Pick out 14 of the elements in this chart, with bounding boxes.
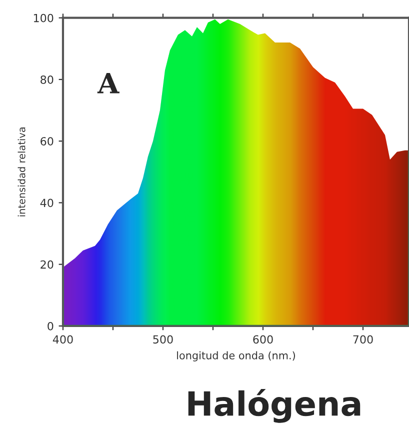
x-axis-title: longitud de onda (nm.) bbox=[177, 351, 295, 362]
y-tick-label: 0 bbox=[48, 322, 54, 330]
x-tick-label: 700 bbox=[353, 335, 373, 344]
y-tick-label: 80 bbox=[40, 75, 54, 84]
text: Halógena bbox=[188, 389, 360, 423]
y-tick-label: 20 bbox=[40, 260, 54, 269]
y-tick-label: 40 bbox=[40, 198, 54, 208]
x-tick-label: 400 bbox=[52, 335, 73, 344]
y-tick-label: 60 bbox=[40, 137, 54, 146]
y-axis-title: intensidad relativa bbox=[18, 127, 26, 216]
x-tick-label: 500 bbox=[153, 335, 173, 344]
y-tick-label: 100 bbox=[34, 14, 54, 22]
annotation: A bbox=[97, 73, 120, 94]
x-tick-label: 600 bbox=[253, 335, 273, 344]
